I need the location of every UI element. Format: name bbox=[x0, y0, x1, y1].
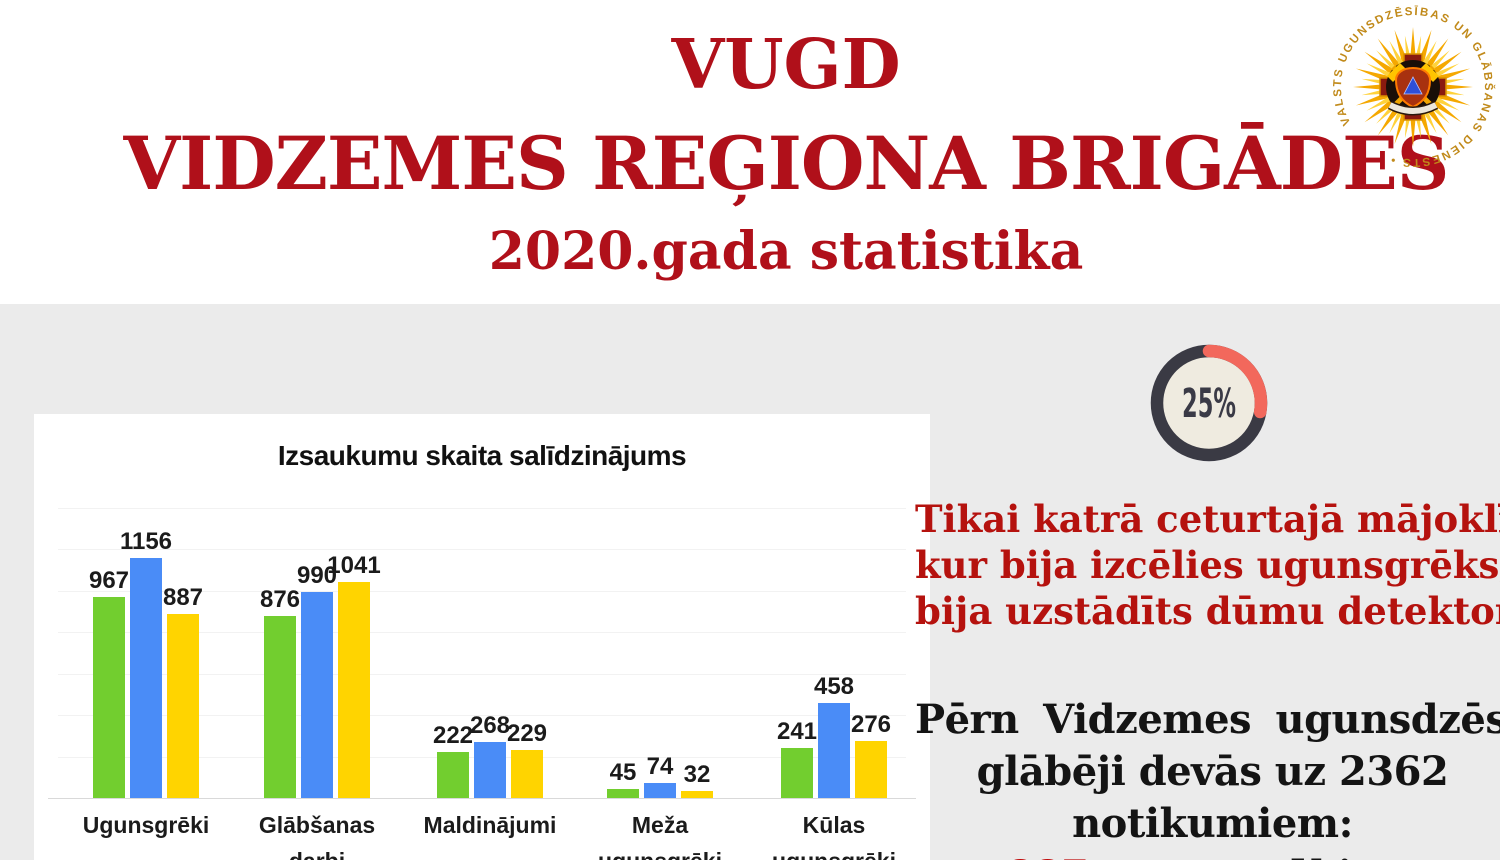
logo-civil-protection-triangle bbox=[1403, 76, 1423, 95]
bar-green bbox=[607, 789, 639, 798]
highlight-line: kur bija izcēlies ugunsgrēks, bbox=[915, 543, 1500, 587]
summary-text: Pērn Vidzemes ugunsdzēsēji glābēji devās… bbox=[915, 694, 1500, 860]
bar-green bbox=[264, 616, 296, 798]
summary-line: notikumiem: bbox=[1072, 800, 1353, 847]
region-title: VIDZEMES REĢIONA BRIGĀDES bbox=[123, 121, 1450, 207]
category-label-line2: darbi bbox=[289, 848, 345, 860]
gridline bbox=[58, 632, 906, 633]
bar-green bbox=[781, 748, 813, 798]
smoke-detector-donut-gauge: 25% bbox=[1150, 344, 1268, 462]
bar-value-label: 967 bbox=[88, 567, 130, 594]
bar-blue bbox=[474, 742, 506, 798]
donut-progress-arc bbox=[1202, 344, 1268, 419]
highlight-line: bija uzstādīts dūmu detektors! bbox=[915, 589, 1500, 633]
bar-yellow bbox=[167, 614, 199, 798]
gridline bbox=[58, 590, 906, 592]
content-band: Izsaukumu skaita salīdzinājums 967 1156 88… bbox=[0, 304, 1500, 860]
bar-blue bbox=[301, 592, 333, 798]
bar-green bbox=[93, 597, 125, 798]
bar-value-label: 222 bbox=[432, 722, 474, 749]
gridline bbox=[58, 673, 906, 675]
bar-value-label: 241 bbox=[776, 718, 818, 745]
main-title: VUGD bbox=[671, 25, 901, 105]
bar-value-label: 32 bbox=[683, 761, 711, 788]
summary-line: Pērn Vidzemes ugunsdzēsēji bbox=[915, 696, 1500, 743]
donut-inner-disc bbox=[1162, 356, 1256, 450]
bar-value-label: 229 bbox=[506, 720, 548, 747]
bar-chart-card: Izsaukumu skaita salīdzinājums 967 1156 88… bbox=[34, 414, 930, 860]
header: VUGD VIDZEMES REĢIONA BRIGĀDES 2020.gada… bbox=[0, 0, 1500, 304]
bar-value-label: 268 bbox=[469, 712, 511, 739]
bar-yellow bbox=[511, 750, 543, 798]
logo-ribbon bbox=[1388, 102, 1438, 114]
stat-label: ugunsgrēkiem bbox=[1102, 852, 1419, 860]
bar-value-label: 74 bbox=[646, 753, 674, 780]
highlight-line: Tikai katrā ceturtajā mājoklī, bbox=[915, 497, 1500, 541]
category-label: Maldinājumi bbox=[423, 812, 557, 838]
bar-value-label: 1156 bbox=[119, 528, 173, 555]
chart-title: Izsaukumu skaita salīdzinājums bbox=[277, 440, 687, 471]
x-axis-baseline bbox=[48, 798, 916, 799]
bar-yellow bbox=[681, 791, 713, 798]
category-label-line2: ugunsgrēki bbox=[772, 848, 896, 860]
stat-value: 887 bbox=[1006, 852, 1089, 860]
logo-axe-head bbox=[1420, 63, 1439, 82]
category-label: Ugunsgrēki bbox=[82, 812, 210, 838]
logo-axe-head bbox=[1387, 63, 1406, 82]
summary-line: glābēji devās uz 2362 bbox=[976, 748, 1449, 795]
bar-blue bbox=[130, 558, 162, 798]
summary-stat-line: 887 ugunsgrēkiem bbox=[915, 850, 1500, 860]
category-label: Meža bbox=[631, 812, 689, 838]
gridline bbox=[58, 715, 906, 716]
gridline bbox=[58, 549, 906, 550]
vugd-emblem-logo: VALSTS UGUNSDZĒSĪBAS UN GLĀBŠANAS DIENES… bbox=[1332, 6, 1493, 168]
donut-percent-label: 25% bbox=[1182, 381, 1236, 427]
bar-value-label: 458 bbox=[813, 673, 855, 700]
bar-green bbox=[437, 752, 469, 798]
bar-value-label: 876 bbox=[259, 586, 301, 613]
bar-value-label: 276 bbox=[850, 711, 892, 738]
category-label: Kūlas bbox=[802, 812, 866, 838]
bar-value-label: 1041 bbox=[327, 552, 381, 579]
category-label-line2: ugunsgrēki bbox=[598, 848, 722, 860]
gridline bbox=[58, 507, 906, 509]
subtitle: 2020.gada statistika bbox=[488, 221, 1084, 282]
bar-value-label: 990 bbox=[296, 562, 338, 589]
bar-blue bbox=[644, 783, 676, 798]
bar-value-label: 887 bbox=[162, 584, 204, 611]
bar-blue bbox=[818, 703, 850, 798]
category-label: Glābšanas bbox=[258, 812, 376, 838]
bar-value-label: 45 bbox=[609, 759, 637, 786]
highlight-text: Tikai katrā ceturtajā mājoklī, kur bija … bbox=[915, 496, 1500, 634]
bar-yellow bbox=[338, 582, 370, 798]
bar-yellow bbox=[855, 741, 887, 798]
